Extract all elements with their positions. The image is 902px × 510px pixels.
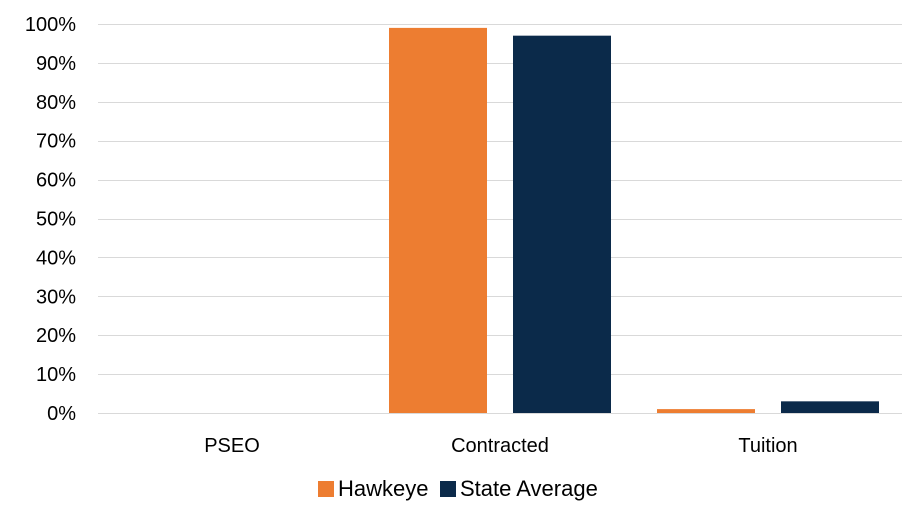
y-tick-label: 40%: [36, 247, 76, 269]
y-tick-label: 90%: [36, 53, 76, 75]
y-tick-label: 100%: [25, 14, 76, 36]
x-tick-label: Tuition: [738, 435, 797, 457]
y-tick-label: 30%: [36, 286, 76, 308]
y-tick-label: 0%: [47, 403, 76, 425]
bar-contracted-hawkeye: [389, 27, 487, 413]
bars: [389, 27, 879, 414]
legend-swatch: [440, 481, 456, 497]
bar-tuition-hawkeye: [657, 409, 755, 413]
y-tick-label: 60%: [36, 170, 76, 192]
y-tick-label: 10%: [36, 364, 76, 386]
legend-swatch: [318, 481, 334, 497]
legend-label: State Average: [460, 476, 598, 501]
y-tick-label: 70%: [36, 131, 76, 153]
legend: Hawkeye State Average: [318, 476, 598, 501]
legend-label: Hawkeye: [338, 476, 428, 501]
x-tick-label: PSEO: [204, 435, 260, 457]
y-axis-tick-labels: 0% 10% 20% 30% 40% 50% 60% 70% 80% 90% 100%: [25, 14, 76, 425]
gridlines: [98, 24, 902, 414]
bar-tuition-state-average: [781, 401, 879, 413]
x-tick-label: Contracted: [451, 435, 549, 457]
y-tick-label: 20%: [36, 325, 76, 347]
x-axis-tick-labels: PSEO Contracted Tuition: [204, 435, 797, 457]
y-tick-label: 80%: [36, 92, 76, 114]
y-tick-label: 50%: [36, 209, 76, 231]
bar-contracted-state-average: [513, 35, 611, 414]
